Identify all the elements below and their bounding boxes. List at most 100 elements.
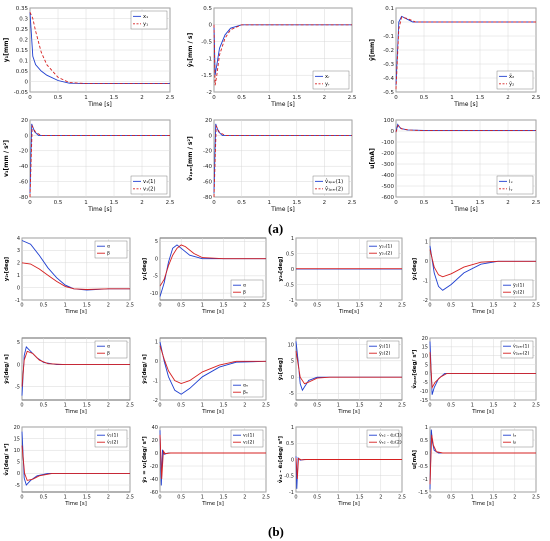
- legend-entry: α: [243, 284, 246, 289]
- y-tick-label: -5: [423, 380, 428, 386]
- x-tick-label: 0.5: [447, 303, 455, 309]
- x-tick-label: 2: [107, 495, 110, 501]
- y-tick-label: 0: [17, 285, 20, 291]
- y-tick-label: 0: [155, 359, 158, 365]
- legend-box: [230, 429, 264, 448]
- legend-box: [500, 279, 534, 298]
- y-tick-label: 5: [17, 460, 20, 466]
- y-tick-label: -1: [15, 298, 20, 304]
- x-tick-label: 1.5: [292, 200, 301, 206]
- x-tick-label: 2: [513, 303, 516, 309]
- y-tick-label: 0: [17, 362, 20, 368]
- x-tick-label: 2.5: [126, 303, 134, 309]
- x-tick-label: 1.5: [110, 95, 119, 101]
- x-tick-label: 0: [428, 403, 431, 409]
- series-line: [213, 124, 352, 198]
- y-tick-label: 100: [384, 118, 395, 124]
- series-line: [295, 457, 402, 480]
- y-tick-label: 0: [425, 259, 428, 265]
- legend-entry: ỹ₂(1): [379, 344, 390, 350]
- x-tick-label: 1: [471, 303, 474, 309]
- chart-16: 0 0.5 1 1.5 2 2.5 40 20 0 -20 -40 -60 Time [s] ÿ₂ = v…: [141, 425, 270, 507]
- y-tick-label: 3: [17, 248, 20, 254]
- y-tick-label: 0: [291, 457, 294, 463]
- x-tick-label: 2: [513, 403, 516, 409]
- legend-entry: ỹ₂(1): [513, 283, 524, 289]
- legend-entry: iᵦ: [513, 440, 516, 446]
- x-tick-label: 2.5: [532, 495, 540, 501]
- y-tick-label: 20: [152, 438, 158, 444]
- y-axis-label: v̂₂ₚₐᵣ[deg/ s²]: [411, 349, 418, 389]
- legend-entry: iᵧ: [509, 187, 512, 193]
- legend: αβ: [94, 340, 128, 359]
- chart-10: 0 0.5 1 1.5 2 2.5 1 0 -1 -2 Time [s] ỹ₂[deg] ỹ₂(1)ỹ₂…: [412, 237, 540, 315]
- y-axis-label: ẏ₂[deg/ s]: [142, 354, 148, 384]
- y-tick-label: 0: [425, 371, 428, 377]
- y-tick-label: 4: [17, 236, 20, 242]
- x-tick-label: 0: [158, 495, 161, 501]
- legend: iₓ iᵧ: [496, 175, 534, 195]
- x-tick-label: 0: [28, 95, 32, 101]
- legend: v̂₂ₚₐᵣ(1)v̂₂ₚₐᵣ(2): [500, 340, 534, 359]
- y-axis-label: ỹ₂[deg]: [278, 357, 284, 380]
- series-line: [213, 24, 352, 76]
- y-tick-label: -80: [203, 195, 212, 201]
- legend-box: [230, 379, 264, 398]
- y-tick-label: -2: [423, 298, 428, 304]
- series-line: [159, 341, 267, 395]
- y-tick-label: 15: [422, 345, 428, 351]
- legend-entry: v₁(1): [143, 179, 156, 185]
- x-tick-label: 2.5: [398, 303, 406, 309]
- x-tick-label: 0.5: [237, 95, 246, 101]
- x-tick-label: 1.5: [490, 495, 498, 501]
- y-tick-label: 1: [291, 236, 294, 242]
- x-axis-label: Time [s]: [471, 309, 494, 315]
- y-axis-label: ẏ₁[mm / s]: [187, 33, 194, 68]
- y-tick-label: 0: [17, 471, 20, 477]
- legend-box: [230, 279, 264, 298]
- legend-entry: v̂₁ₚₐᵣ(2): [325, 187, 343, 193]
- legend-box: [130, 10, 168, 30]
- y-tick-label: 1: [17, 273, 20, 279]
- x-axis-label: Time [s]: [64, 309, 87, 315]
- x-tick-label: 2: [243, 495, 246, 501]
- legend-entry: β: [243, 290, 246, 296]
- y-axis-label: u[mA]: [412, 450, 418, 469]
- legend-entry: xᵣ: [325, 74, 330, 80]
- y-tick-label: 10: [288, 342, 294, 348]
- x-tick-label: 1: [84, 95, 88, 101]
- x-tick-label: 0: [212, 95, 216, 101]
- y-tick-label: 5: [291, 359, 294, 365]
- chart-3: 0 0.5 1 1.5 2 2.5 0.1 0 -0.1 -0.2 -0.3 -0.4 -0.5 Time…: [369, 6, 541, 108]
- x-tick-label: 1.5: [356, 495, 364, 501]
- legend: xᵣ yᵣ: [312, 70, 350, 90]
- legend: y₂ᵤ(1)y₂ᵤ(2): [366, 240, 400, 259]
- y-tick-label: -0.5: [201, 40, 212, 46]
- y-axis-label: u[mA]: [369, 148, 376, 169]
- legend: αβ: [94, 240, 128, 259]
- y-tick-label: -40: [203, 164, 212, 170]
- legend-entry: ỹ₂(2): [513, 290, 524, 296]
- x-tick-label: 0.5: [313, 303, 321, 309]
- x-tick-label: 2.5: [532, 95, 541, 101]
- x-tick-label: 1: [64, 303, 67, 309]
- y-tick-label: 0: [155, 256, 158, 262]
- x-tick-label: 1.5: [476, 95, 485, 101]
- x-axis-label: Time [s]: [270, 102, 295, 108]
- x-axis-label: Time [s]: [87, 207, 112, 213]
- x-tick-label: 2: [140, 95, 144, 101]
- x-tick-label: 1.5: [83, 403, 91, 409]
- x-tick-label: 1.5: [220, 303, 228, 309]
- y-tick-label: -1: [289, 298, 294, 304]
- y-tick-label: -500: [382, 184, 395, 190]
- x-tick-label: 2: [379, 403, 382, 409]
- series-line: [29, 12, 170, 85]
- series-line: [21, 350, 130, 387]
- y-tick-label: -5: [289, 391, 294, 397]
- legend: x̃₂ ỹ₂: [496, 70, 534, 90]
- legend-box: [500, 429, 534, 448]
- y-tick-label: 0: [209, 133, 213, 139]
- legend-box: [130, 175, 168, 195]
- x-tick-label: 1: [84, 200, 88, 206]
- x-tick-label: 2.5: [126, 403, 134, 409]
